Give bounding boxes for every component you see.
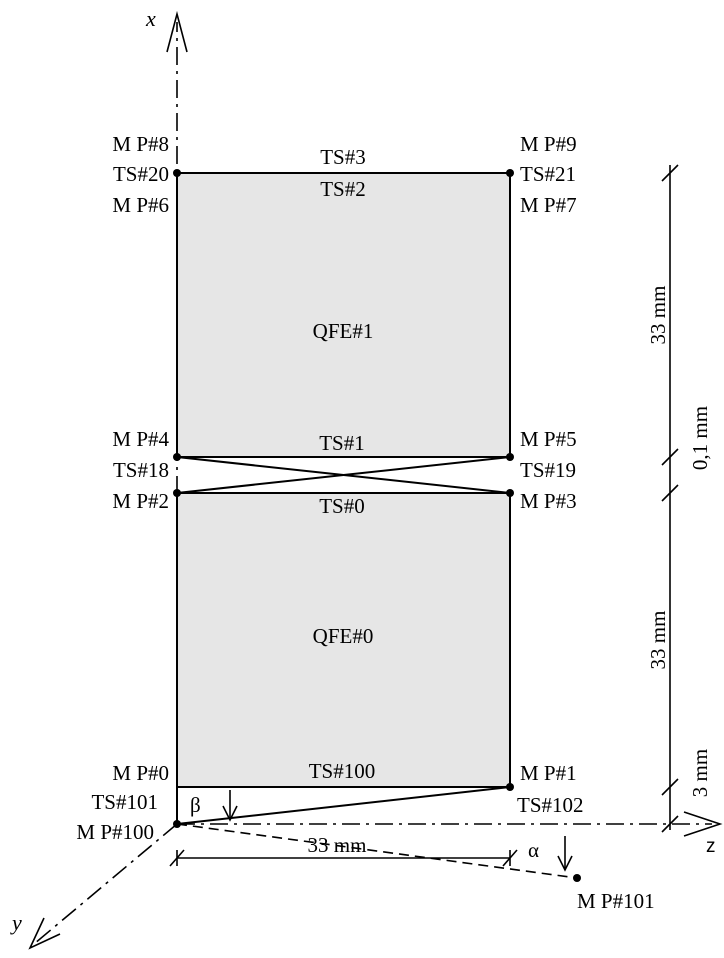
label-ts101: TS#101 [91, 790, 158, 814]
node-mp2 [173, 489, 181, 497]
dim-lower-height: 33 mm [646, 611, 670, 670]
label-alpha: α [528, 838, 539, 862]
dim-width: 33 mm [308, 833, 367, 857]
label-mp4: M P#4 [112, 427, 169, 451]
x-axis-label: x [145, 6, 156, 31]
node-mp9 [506, 169, 514, 177]
label-mp5: M P#5 [520, 427, 577, 451]
node-mp1 [506, 783, 514, 791]
label-mp8: M P#8 [112, 132, 169, 156]
label-qfe0: QFE#0 [313, 624, 374, 648]
vertical-dimensions: 33 mm 0,1 mm 33 mm 3 mm [646, 164, 712, 833]
label-mp100: M P#100 [76, 820, 154, 844]
label-ts20: TS#20 [113, 162, 169, 186]
beta-arrow [222, 790, 238, 822]
node-mp101 [573, 874, 581, 882]
element-qfe1 [176, 172, 511, 458]
label-mp101: M P#101 [577, 889, 655, 913]
interface-element [176, 456, 511, 494]
label-mp7: M P#7 [520, 193, 577, 217]
node-mp4 [173, 453, 181, 461]
label-ts21: TS#21 [520, 162, 576, 186]
alpha-arrow [557, 836, 573, 872]
label-ts100: TS#100 [309, 759, 376, 783]
label-ts2: TS#2 [320, 177, 366, 201]
label-qfe1: QFE#1 [313, 319, 374, 343]
node-mp100 [173, 820, 181, 828]
y-axis: y [10, 823, 178, 950]
node-mp3 [506, 489, 514, 497]
label-mp2: M P#2 [112, 489, 169, 513]
dim-upper-height: 33 mm [646, 286, 670, 345]
dim-offset: 3 mm [688, 749, 712, 797]
label-mp3: M P#3 [520, 489, 577, 513]
label-mp6: M P#6 [112, 193, 169, 217]
label-beta: β [190, 793, 201, 817]
label-ts3: TS#3 [320, 145, 366, 169]
label-mp9: M P#9 [520, 132, 577, 156]
z-axis: z [177, 811, 723, 857]
label-ts18: TS#18 [113, 458, 169, 482]
label-ts1: TS#1 [319, 431, 365, 455]
label-mp1: M P#1 [520, 761, 577, 785]
y-axis-label: y [10, 910, 22, 935]
support-lines [176, 786, 578, 879]
node-mp8 [173, 169, 181, 177]
label-ts0: TS#0 [319, 494, 365, 518]
dim-gap: 0,1 mm [688, 406, 712, 470]
element-qfe0 [176, 492, 511, 788]
z-axis-label: z [706, 836, 716, 857]
nodes [173, 169, 581, 882]
horizontal-dimension: 33 mm [169, 833, 518, 867]
node-mp5 [506, 453, 514, 461]
label-ts19: TS#19 [520, 458, 576, 482]
label-ts102: TS#102 [517, 793, 584, 817]
label-mp0: M P#0 [112, 761, 169, 785]
